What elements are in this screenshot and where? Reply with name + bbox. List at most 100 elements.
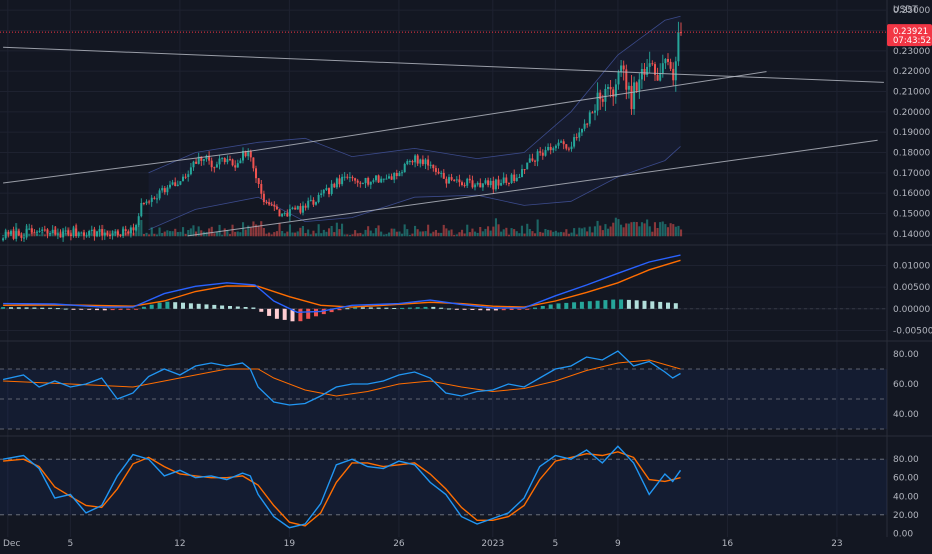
volume-bar: [2, 234, 5, 237]
macd-histogram-bar: [368, 307, 373, 309]
candle-body: [229, 159, 231, 161]
volume-bar: [463, 233, 466, 237]
volume-bar: [653, 222, 656, 237]
candle-body: [419, 159, 422, 164]
volume-bar: [268, 232, 271, 237]
volume-bar: [140, 220, 143, 237]
volume-bar: [427, 224, 430, 237]
volume-bar: [286, 231, 289, 237]
candle-body: [317, 195, 320, 203]
candle-body: [67, 230, 70, 235]
volume-bar: [283, 233, 286, 237]
macd-histogram-bar: [353, 307, 358, 309]
volume-bar: [627, 223, 630, 237]
candle-body: [103, 232, 106, 236]
macd-histogram-bar: [462, 308, 467, 310]
candle-body: [161, 188, 164, 191]
macd-histogram-bar: [63, 308, 68, 310]
candle-body: [677, 32, 680, 62]
candle-body: [450, 177, 453, 180]
time-tick-label: 9: [615, 539, 621, 549]
volume-bar: [184, 233, 187, 237]
macd-histogram-bar: [650, 301, 655, 309]
time-tick-label: Dec: [3, 539, 20, 549]
volume-bar: [158, 227, 161, 237]
candle-body: [140, 203, 143, 217]
candle-body: [502, 177, 505, 183]
time-tick-label: 23: [831, 539, 842, 549]
candle-body: [75, 228, 78, 237]
volume-bar: [484, 228, 487, 237]
volume-bar: [429, 233, 432, 237]
candle-body: [646, 66, 649, 75]
volume-bar: [270, 234, 273, 237]
trendline[interactable]: [187, 139, 878, 237]
macd-histogram-bar: [400, 307, 404, 309]
macd-histogram-bar: [165, 301, 170, 309]
trendline[interactable]: [3, 150, 252, 184]
candle-body: [148, 201, 151, 203]
volume-bar: [549, 230, 552, 237]
time-tick-label: 5: [68, 539, 74, 549]
volume-bar: [672, 224, 675, 237]
candle-body: [661, 63, 664, 74]
volume-bar: [453, 234, 456, 237]
macd-histogram-bar: [40, 307, 45, 309]
last-price-tag: 0.23921 07:43:52: [887, 24, 932, 47]
macd-histogram-bar: [634, 300, 639, 309]
candle-body: [659, 73, 662, 81]
volume-bar: [432, 231, 435, 237]
macd-histogram-bar: [564, 302, 569, 309]
price-tick-label: 80.00: [893, 350, 919, 360]
macd-histogram-bar: [642, 300, 647, 309]
volume-bar: [562, 232, 565, 237]
volume-bar: [643, 223, 646, 237]
candle-body: [440, 172, 443, 174]
candle-body: [497, 179, 500, 186]
volume-bar: [169, 231, 172, 237]
volume-bar: [523, 233, 526, 237]
price-tick-label: 0.23000: [893, 47, 930, 57]
volume-bar: [372, 233, 375, 237]
candle-body: [145, 201, 148, 204]
volume-bar: [680, 229, 683, 237]
candle-body: [361, 183, 364, 185]
candle-body: [567, 148, 570, 150]
candle-body: [594, 110, 596, 113]
candle-body: [192, 161, 195, 168]
volume-bar: [633, 221, 636, 237]
volume-bar: [265, 233, 268, 237]
price-tick-label: 80.00: [893, 455, 919, 465]
candle-body: [588, 112, 591, 124]
volume-bar: [278, 222, 281, 237]
macd-histogram-bar: [447, 308, 451, 310]
candle-body: [49, 233, 52, 234]
volume-bar: [354, 230, 357, 237]
macd-histogram-bar: [9, 307, 13, 309]
candle-body: [205, 155, 208, 160]
candle-body: [505, 177, 508, 183]
candle-body: [189, 167, 192, 175]
time-axis[interactable]: Dec 5 12 19 26 2023 5 9 16 23: [3, 539, 843, 549]
candle-body: [651, 63, 654, 65]
candle-body: [166, 187, 169, 193]
volume-bar: [591, 232, 594, 237]
macd-histogram-bar: [423, 306, 428, 309]
macd-histogram-bar: [79, 308, 84, 310]
candle-body: [351, 177, 354, 179]
candle-body: [333, 183, 336, 188]
volume-bar: [487, 226, 490, 237]
macd-histogram-bar: [611, 299, 616, 309]
candle-body: [523, 169, 526, 171]
candle-body: [515, 177, 518, 181]
volume-bar: [195, 231, 198, 237]
trendline[interactable]: [251, 71, 767, 152]
volume-bar: [234, 231, 237, 237]
macd-histogram-bar: [509, 308, 514, 310]
volume-bar: [291, 232, 294, 237]
macd-histogram-bar: [71, 308, 76, 310]
volume-bar: [510, 228, 513, 237]
candle-body: [672, 68, 675, 81]
